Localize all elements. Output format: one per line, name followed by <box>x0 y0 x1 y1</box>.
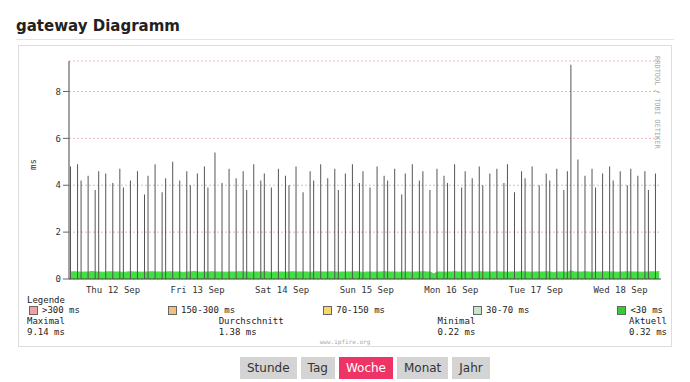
html-text:0.22 ms: 0.22 ms <box>437 327 476 337</box>
svg-text:4: 4 <box>56 180 61 190</box>
svg-text:2: 2 <box>56 227 61 237</box>
html-text:Monat: Monat <box>404 361 442 375</box>
html-text:30-70 ms: 30-70 ms <box>486 305 530 315</box>
html-text:Legende: Legende <box>27 295 65 305</box>
html-text:Tag: Tag <box>307 361 328 375</box>
svg-text:Sat 14 Sep: Sat 14 Sep <box>255 285 309 295</box>
html-text:www.ipfire.org: www.ipfire.org <box>319 338 371 345</box>
svg-text:8: 8 <box>56 87 61 97</box>
svg-text:Wed 18 Sep: Wed 18 Sep <box>593 285 647 295</box>
html-text:Woche: Woche <box>345 361 386 375</box>
html-text:150-300 ms: 150-300 ms <box>181 305 236 315</box>
svg-text:6: 6 <box>56 134 61 144</box>
svg-text:ms: ms <box>28 159 38 170</box>
html-text:gateway Diagramm: gateway Diagramm <box>16 17 180 35</box>
html-text:<30 ms: <30 ms <box>630 305 663 315</box>
html-text:0.32 ms: 0.32 ms <box>629 327 667 337</box>
svg-text:Fri 13 Sep: Fri 13 Sep <box>171 285 225 295</box>
svg-text:Mon 16 Sep: Mon 16 Sep <box>424 285 478 295</box>
html-text:9.14 ms: 9.14 ms <box>27 327 65 337</box>
svg-text:Tue 17 Sep: Tue 17 Sep <box>509 285 563 295</box>
html-text:Durchschnitt: Durchschnitt <box>218 316 284 326</box>
html-text:>300 ms: >300 ms <box>42 305 80 315</box>
html-text:RRDTOOL / TOBI OETIKER: RRDTOOL / TOBI OETIKER <box>653 56 661 149</box>
html-text:Minimal: Minimal <box>437 316 476 326</box>
html-text:Jahr: Jahr <box>459 361 483 375</box>
html-text:Stunde: Stunde <box>247 361 290 375</box>
html-text:Maximal: Maximal <box>27 316 65 326</box>
html-text:70-150 ms: 70-150 ms <box>336 305 385 315</box>
svg-text:Thu 12 Sep: Thu 12 Sep <box>86 285 140 295</box>
html-text:Aktuell: Aktuell <box>629 316 667 326</box>
html-text:1.38 ms: 1.38 ms <box>218 327 257 337</box>
svg-text:Sun 15 Sep: Sun 15 Sep <box>340 285 394 295</box>
svg-text:0: 0 <box>56 274 61 284</box>
